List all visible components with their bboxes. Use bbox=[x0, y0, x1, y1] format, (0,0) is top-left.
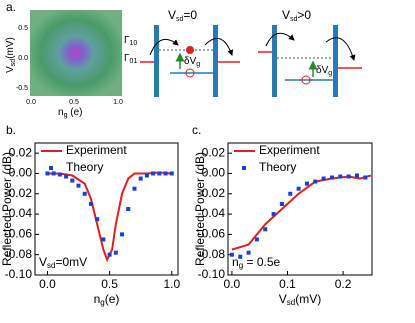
y-tick-label: 0.5 bbox=[18, 25, 28, 32]
data-line bbox=[47, 171, 172, 263]
x-tick-label: 1.0 bbox=[113, 99, 123, 106]
x-tick-label: 0.0 bbox=[26, 99, 36, 106]
shift-label: δVg bbox=[184, 56, 200, 68]
y-tick-label: -0.02 bbox=[5, 186, 33, 200]
legend-label: Theory bbox=[259, 160, 296, 174]
rate-label: Γ10 bbox=[124, 35, 137, 47]
data-point bbox=[144, 173, 149, 178]
shift-label: δVg bbox=[316, 65, 332, 77]
data-point bbox=[76, 183, 81, 188]
x-label: ng (e) bbox=[58, 107, 82, 119]
legend-label: Experiment bbox=[259, 143, 320, 157]
data-point bbox=[138, 176, 143, 181]
y-tick-label: -0.08 bbox=[5, 247, 33, 261]
data-point bbox=[169, 171, 174, 176]
data-line bbox=[231, 174, 372, 251]
data-point bbox=[313, 179, 318, 184]
data-point bbox=[70, 178, 75, 183]
x-tick-label: 0.5 bbox=[69, 99, 79, 106]
data-point bbox=[246, 250, 251, 255]
data-point bbox=[296, 186, 301, 191]
data-point bbox=[120, 232, 125, 237]
data-point bbox=[238, 254, 243, 259]
panel-label: b. bbox=[6, 123, 16, 137]
data-point bbox=[321, 176, 326, 181]
data-point bbox=[113, 250, 118, 255]
data-point bbox=[45, 171, 50, 176]
heatmap-axes: 0.0 0.5 1.0 0.5 0.0 -0.5 bbox=[16, 25, 123, 106]
x-tick-label: 1.0 bbox=[163, 277, 180, 291]
data-point bbox=[101, 237, 106, 242]
x-tick-label: 0.1 bbox=[279, 277, 296, 291]
x-label: ng(e) bbox=[94, 292, 120, 307]
data-point bbox=[263, 227, 268, 232]
data-point bbox=[329, 175, 334, 180]
y-tick-label: -0.08 bbox=[198, 247, 226, 261]
data-point bbox=[338, 174, 343, 179]
x-tick-label: 0.0 bbox=[224, 277, 241, 291]
data-point bbox=[254, 237, 259, 242]
x-tick-label: 0.0 bbox=[39, 277, 56, 291]
diagram-left: Vsd=0 Γ10 Γ01 δVg bbox=[124, 8, 240, 97]
data-point bbox=[363, 175, 368, 180]
data-point bbox=[51, 171, 56, 176]
data-point bbox=[271, 212, 276, 217]
y-tick-label: 0.02 bbox=[9, 145, 33, 159]
data-point bbox=[157, 171, 162, 176]
y-tick-label: 0.00 bbox=[9, 166, 33, 180]
legend-swatch bbox=[242, 166, 246, 170]
rate-label: Γ01 bbox=[124, 53, 137, 65]
x-tick-label: 0.2 bbox=[335, 277, 352, 291]
plot-frame bbox=[227, 142, 373, 276]
y-tick-label: 0.0 bbox=[18, 55, 28, 62]
data-point bbox=[229, 252, 234, 257]
data-point bbox=[346, 174, 351, 179]
data-point bbox=[354, 173, 359, 178]
legend-label: Theory bbox=[66, 160, 103, 174]
y-tick-label: -0.5 bbox=[16, 85, 28, 92]
y-tick-label: 0.02 bbox=[202, 145, 226, 159]
legend-label: Experiment bbox=[66, 143, 127, 157]
data-point bbox=[151, 171, 156, 176]
data-point bbox=[88, 201, 93, 206]
plot-frame bbox=[34, 142, 179, 276]
y-label: Vsd(mV) bbox=[5, 37, 17, 73]
x-tick-label: 0.5 bbox=[101, 277, 118, 291]
y-tick-label: -0.04 bbox=[198, 206, 226, 220]
annotation: ng = 0.5e bbox=[232, 255, 280, 270]
data-point bbox=[279, 201, 284, 206]
y-tick-label: -0.10 bbox=[5, 267, 33, 281]
diagram-title: Vsd=0 bbox=[168, 8, 197, 23]
diagram-title: Vsd>0 bbox=[282, 8, 311, 23]
heatmap bbox=[30, 10, 122, 96]
y-tick-label: -0.04 bbox=[5, 206, 33, 220]
data-point bbox=[82, 191, 87, 196]
panel-label: c. bbox=[192, 123, 201, 137]
y-tick-label: -0.06 bbox=[5, 227, 33, 241]
x-label: Vsd(mV) bbox=[279, 292, 321, 307]
data-point bbox=[126, 207, 131, 211]
y-tick-label: -0.02 bbox=[198, 186, 226, 200]
y-tick-label: 0.00 bbox=[202, 166, 226, 180]
diagram-right: Vsd>0 δVg bbox=[258, 8, 362, 97]
data-point bbox=[107, 252, 112, 257]
data-point bbox=[163, 171, 168, 176]
y-tick-label: -0.10 bbox=[198, 267, 226, 281]
y-tick-label: -0.06 bbox=[198, 227, 226, 241]
data-point bbox=[57, 172, 62, 177]
data-point bbox=[64, 174, 69, 179]
y-label: Reflected Power (dB) bbox=[0, 152, 14, 266]
y-label: Reflected Power (dB) bbox=[193, 152, 207, 266]
data-point bbox=[288, 191, 293, 196]
legend-swatch bbox=[49, 166, 53, 170]
data-point bbox=[95, 217, 100, 222]
annotation: Vsd=0mV bbox=[39, 255, 87, 270]
data-point bbox=[304, 181, 309, 186]
panel-label: a. bbox=[6, 0, 16, 14]
data-point bbox=[132, 186, 137, 191]
